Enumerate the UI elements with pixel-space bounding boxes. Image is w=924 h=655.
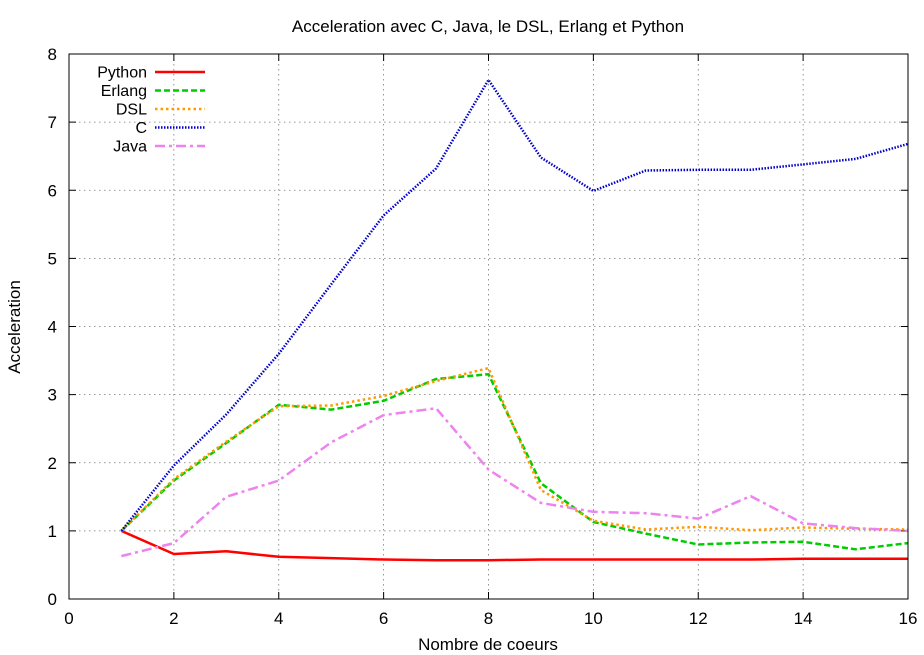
y-axis-label: Acceleration [5, 280, 24, 374]
series-line-java [121, 407, 909, 558]
grid [69, 54, 908, 599]
legend-item-c: C [135, 120, 205, 137]
x-tick-label: 10 [584, 609, 603, 628]
series-c [120, 78, 909, 532]
legend-item-python: Python [97, 65, 205, 82]
series-line-erlang [120, 372, 909, 551]
legend-label: C [135, 120, 147, 137]
series-java [121, 407, 909, 558]
x-tick-label: 6 [379, 609, 388, 628]
legend-label: Erlang [101, 83, 147, 100]
y-tick-label: 6 [48, 181, 57, 200]
series-lines [120, 78, 909, 562]
legend-item-java: Java [113, 139, 205, 156]
x-tick-label: 0 [64, 609, 73, 628]
series-line-python [120, 529, 908, 562]
legend-item-dsl: DSL [116, 102, 205, 119]
legend-label: Java [113, 139, 147, 156]
y-tick-label: 4 [48, 318, 57, 337]
series-line-c [120, 78, 909, 532]
x-axis-label: Nombre de coeurs [418, 635, 558, 654]
series-dsl [120, 366, 909, 532]
y-tick-label: 7 [48, 113, 57, 132]
y-tick-label: 3 [48, 386, 57, 405]
x-tick-label: 16 [899, 609, 918, 628]
chart-title: Acceleration avec C, Java, le DSL, Erlan… [292, 17, 684, 36]
y-tick-label: 2 [48, 454, 57, 473]
plot-frame [68, 53, 909, 600]
x-tick-label: 14 [794, 609, 813, 628]
series-erlang [120, 372, 909, 551]
x-tick-label: 2 [169, 609, 178, 628]
series-line-dsl [120, 366, 909, 532]
series-python [120, 529, 908, 562]
legend-label: Python [97, 65, 147, 82]
x-tick-label: 8 [484, 609, 493, 628]
legend-label: DSL [116, 102, 147, 119]
legend-item-erlang: Erlang [101, 83, 205, 100]
y-tick-label: 1 [48, 522, 57, 541]
y-tick-label: 5 [48, 249, 57, 268]
x-tick-label: 4 [274, 609, 283, 628]
y-tick-label: 8 [48, 45, 57, 64]
x-tick-label: 12 [689, 609, 708, 628]
y-tick-label: 0 [48, 590, 57, 609]
